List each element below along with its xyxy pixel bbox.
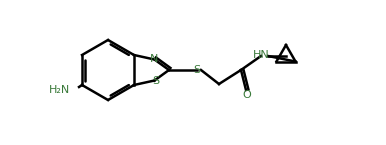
Text: HN: HN <box>252 50 269 60</box>
Text: S: S <box>152 77 159 87</box>
Text: N: N <box>150 54 159 64</box>
Text: S: S <box>193 65 201 75</box>
Text: O: O <box>243 90 251 100</box>
Text: H₂N: H₂N <box>49 85 70 95</box>
